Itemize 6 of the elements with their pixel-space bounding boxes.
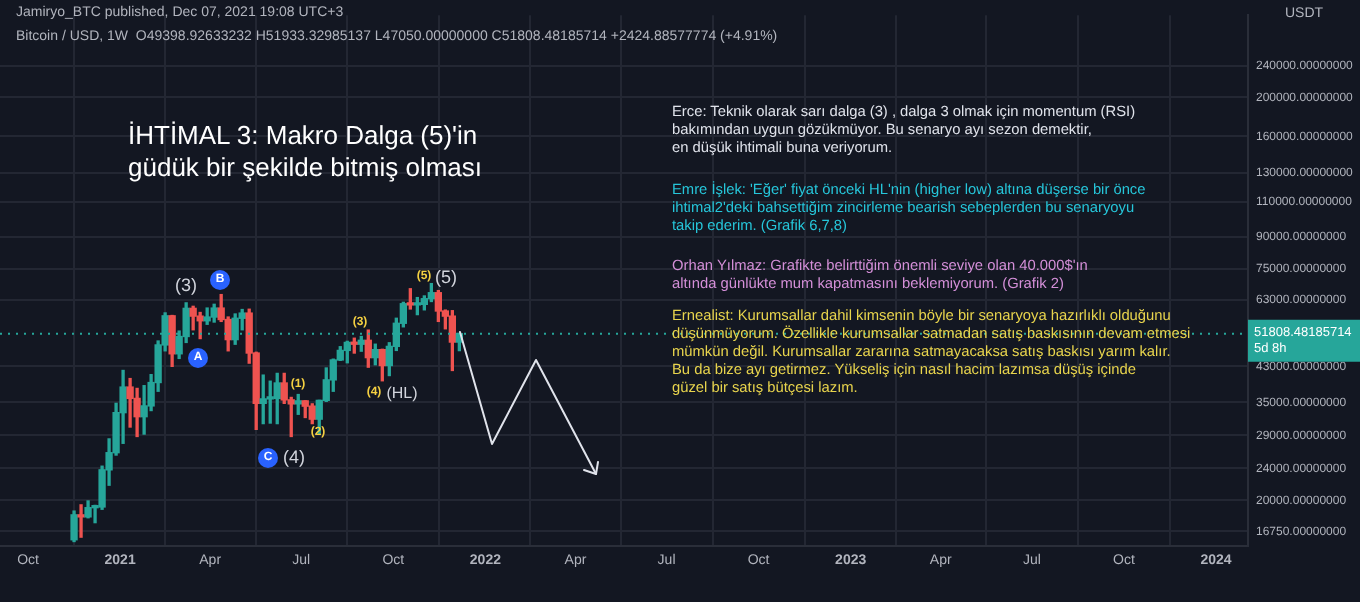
annotation: (3) bbox=[175, 275, 197, 297]
annotation: (HL) bbox=[386, 384, 418, 404]
text: İHTİMAL 3: Makro Dalga (5)'in güdük bir şekilde bitmiş olması bbox=[128, 120, 483, 183]
candlestick bbox=[77, 504, 85, 538]
annotation: (5) bbox=[435, 267, 457, 289]
annotation: (4) bbox=[283, 447, 305, 469]
